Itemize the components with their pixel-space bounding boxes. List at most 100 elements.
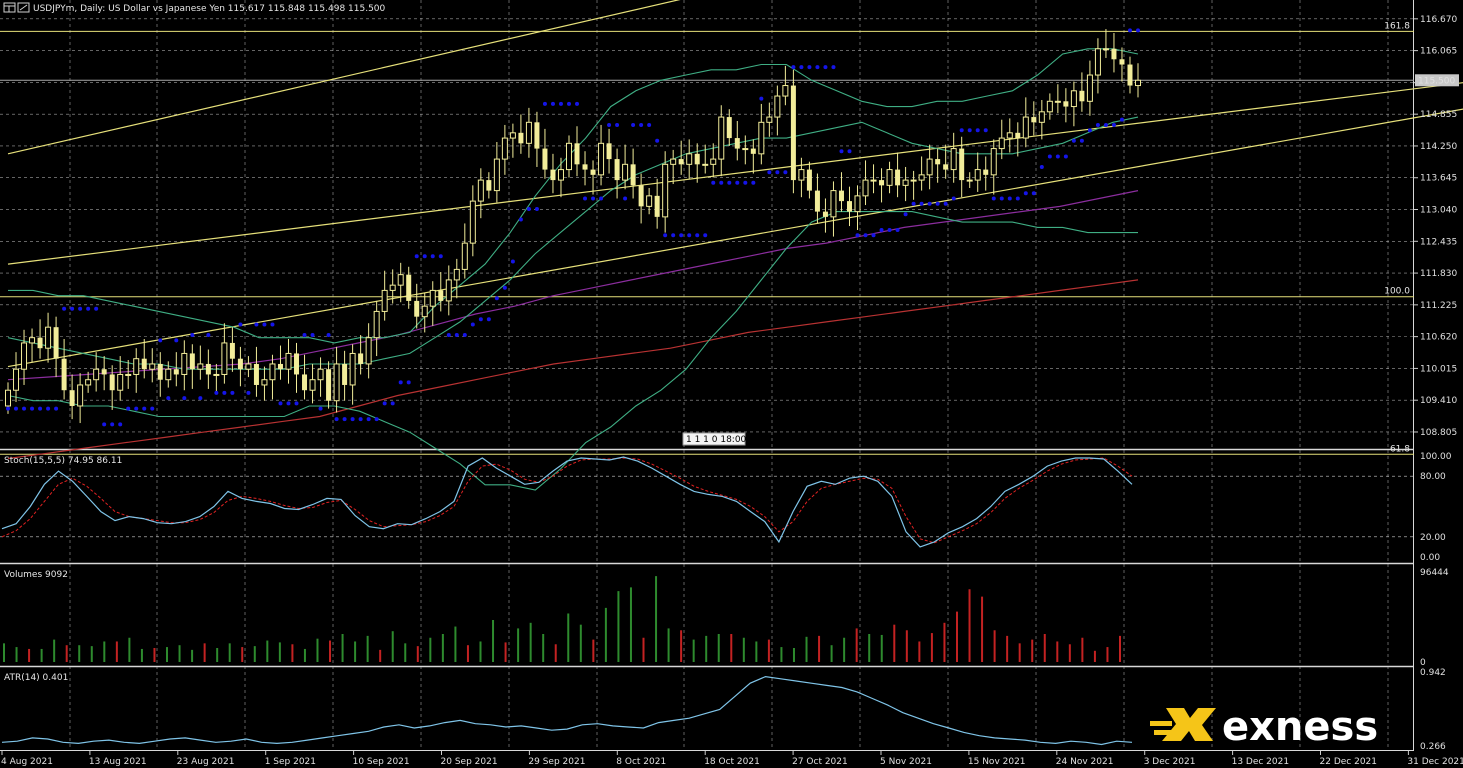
sar-dot-21 (174, 338, 179, 343)
candle-body-down-76 (614, 159, 620, 181)
price-tick-label-10: 110.620 (1420, 333, 1457, 343)
candle-21 (173, 352, 179, 387)
candle-body-up-107 (862, 179, 869, 197)
sar-dot-111 (895, 228, 900, 232)
candle-112 (902, 166, 909, 202)
date-label-16: 31 Dec 2021 (1407, 757, 1463, 767)
window-icon[interactable] (3, 2, 16, 13)
price-tick-label-7: 112.435 (1420, 237, 1457, 247)
candle-40 (326, 361, 332, 409)
candle-body-up-35 (285, 352, 292, 370)
candle-71 (574, 126, 580, 177)
sar-dot-0 (6, 406, 10, 411)
candle-body-up-137 (1102, 48, 1109, 51)
sar-dot-102 (823, 65, 828, 70)
sar-dot-117 (943, 201, 948, 206)
candle-body-up-136 (1094, 48, 1101, 76)
candle-107 (862, 160, 869, 206)
candle-body-down-54 (438, 290, 444, 301)
candle-body-up-62 (501, 137, 508, 160)
sar-dot-93 (751, 180, 756, 185)
sar-dot-11 (94, 306, 99, 311)
candle-body-up-20 (165, 368, 172, 381)
candle-85 (686, 139, 693, 179)
candle-body-up-99 (798, 169, 805, 181)
candle-44 (358, 335, 364, 375)
date-label-6: 29 Sep 2021 (528, 757, 585, 767)
price-tick-label-8: 111.830 (1420, 269, 1457, 279)
candle-body-up-135 (1086, 74, 1093, 102)
sar-dot-37 (302, 333, 307, 338)
candle-23 (189, 344, 195, 389)
stoch-tick-label-2: 20.00 (1420, 533, 1446, 543)
candle-body-down-71 (574, 143, 580, 165)
price-tick-label-4: 114.250 (1420, 142, 1457, 152)
candle-83 (670, 149, 677, 185)
candle-body-up-52 (421, 305, 428, 318)
candle-86 (694, 143, 700, 183)
candle-130 (1046, 93, 1053, 120)
candle-54 (438, 272, 444, 312)
candle-body-up-5 (45, 326, 52, 349)
candle-body-down-64 (518, 132, 524, 144)
atr-panel[interactable] (1, 675, 1133, 746)
candle-34 (277, 345, 283, 380)
sar-dot-3 (30, 406, 35, 411)
sar-dot-133 (1071, 138, 1076, 143)
price-tick-label-0: 116.670 (1420, 15, 1457, 25)
candle-body-up-120 (966, 179, 973, 182)
candle-body-down-6 (53, 327, 59, 359)
candle-93 (750, 139, 756, 174)
fib-level-label-1: 100.0 (1384, 287, 1410, 297)
sar-dot-41 (334, 417, 339, 422)
candle-body-up-14 (117, 373, 124, 391)
candle-137 (1102, 29, 1109, 58)
sar-dot-131 (1055, 154, 1060, 159)
candle-body-down-128 (1031, 117, 1037, 123)
sar-dot-69 (558, 101, 563, 106)
candle-body-down-72 (582, 164, 588, 170)
event-marker[interactable]: 1 1 1 0 18:00 (682, 432, 747, 446)
candle-body-up-18 (149, 363, 156, 370)
sar-dot-54 (438, 254, 443, 259)
candle-body-up-39 (317, 368, 324, 381)
sar-dot-70 (566, 101, 571, 106)
sar-dot-76 (615, 122, 620, 127)
price-tick-label-6: 113.040 (1420, 206, 1457, 216)
candle-body-up-96 (774, 95, 781, 118)
sar-dot-136 (1095, 122, 1100, 127)
candle-61 (493, 142, 500, 203)
sar-dot-116 (935, 201, 940, 206)
candle-body-up-59 (477, 179, 484, 202)
candle-body-up-89 (718, 116, 725, 160)
candle-52 (421, 293, 428, 333)
date-label-2: 23 Aug 2021 (177, 757, 235, 767)
candle-101 (814, 173, 820, 224)
candle-body-down-25 (205, 363, 211, 375)
candle-50 (406, 266, 412, 309)
stochastic-panel[interactable] (0, 456, 1414, 548)
sar-dot-35 (286, 401, 291, 406)
candle-74 (598, 124, 605, 186)
candle-body-down-51 (414, 300, 420, 317)
sar-dot-127 (1023, 191, 1028, 196)
sar-dot-44 (358, 417, 363, 422)
price-tick-label-3: 114.855 (1420, 110, 1457, 120)
candle-body-up-112 (902, 179, 909, 186)
atr-tick-label-0: 0.942 (1420, 668, 1446, 678)
price-tick-label-13: 108.805 (1420, 428, 1457, 438)
sar-dot-27 (222, 390, 227, 395)
sar-dot-97 (783, 170, 788, 175)
candle-69 (557, 157, 564, 198)
sar-dot-1 (14, 406, 19, 411)
candle-31 (253, 346, 259, 397)
symbol-icon[interactable] (17, 2, 30, 13)
sar-dot-46 (374, 417, 379, 422)
candle-92 (742, 135, 749, 165)
volumes-panel[interactable] (3, 576, 1121, 662)
candle-body-up-85 (686, 153, 693, 165)
price-panel[interactable]: 161.8 100.0 61.8 (0, 0, 1463, 491)
sar-dot-51 (414, 254, 419, 259)
candle-body-up-83 (670, 158, 677, 165)
sar-dot-106 (855, 233, 860, 238)
